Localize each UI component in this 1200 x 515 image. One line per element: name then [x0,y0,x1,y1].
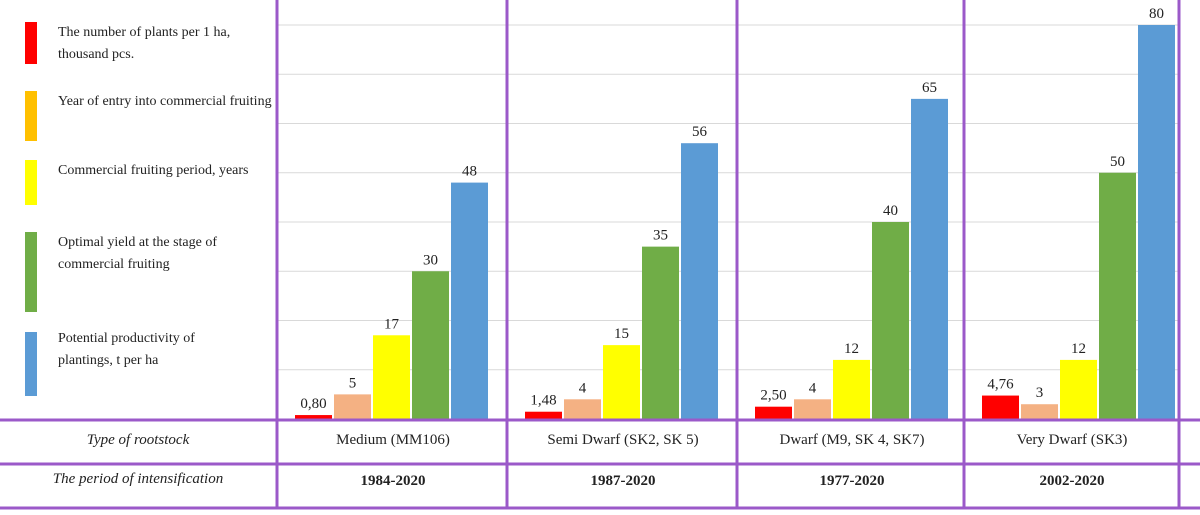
bar [412,271,449,419]
data-label: 56 [692,124,708,140]
rootstock-cell: Semi Dwarf (SK2, SK 5) [547,432,699,448]
row-label-rootstock: Type of rootstock [86,432,190,448]
data-label: 30 [423,252,438,268]
legend-swatch-entry-year [25,91,37,141]
data-label: 80 [1149,6,1164,22]
legend-label-productivity: Potential productivity of plantings, t p… [58,331,195,368]
bar [1099,172,1136,419]
legend-swatch-productivity [25,332,37,396]
legend-swatch-plants [25,22,37,64]
period-cell: 2002-2020 [1039,473,1105,489]
legend-swatch-fruiting-period [25,160,37,205]
data-label: 65 [922,80,937,96]
data-label: 4 [809,380,817,396]
bar [373,335,410,419]
rootstock-cell: Very Dwarf (SK3) [1016,432,1128,448]
period-cell: 1977-2020 [819,473,885,489]
data-label: 5 [349,375,357,391]
data-label: 0,80 [300,396,326,412]
legend-item-plants: The number of plants per 1 ha, thousand … [25,22,275,66]
legend-label-entry-year: Year of entry into commercial fruiting [58,94,272,109]
legend-label-plants: The number of plants per 1 ha, thousand … [58,25,231,62]
data-label: 35 [653,228,668,244]
bar [681,143,718,419]
legend-item-optimal-yield: Optimal yield at the stage of commercial… [25,232,275,312]
period-cell: 1984-2020 [360,473,426,489]
bar [451,182,488,419]
data-label: 12 [1071,341,1086,357]
bar [1060,359,1097,419]
legend-label-fruiting-period: Commercial fruiting period, years [58,163,249,178]
data-label: 48 [462,164,477,180]
rootstock-table: Type of rootstock The period of intensif… [0,420,1200,515]
legend: The number of plants per 1 ha, thousand … [0,0,275,420]
legend-item-entry-year: Year of entry into commercial fruiting [25,91,275,141]
bar [1021,404,1058,419]
rootstock-cell: Medium (MM106) [336,432,450,448]
rootstock-cell: Dwarf (M9, SK 4, SK7) [779,432,925,448]
period-cell: 1987-2020 [590,473,656,489]
bar [603,345,640,419]
bar [1138,25,1175,419]
data-label: 3 [1036,385,1044,401]
row-label-period: The period of intensification [52,471,224,487]
bar [982,395,1019,419]
data-label: 1,48 [530,393,556,409]
legend-item-fruiting-period: Commercial fruiting period, years [25,160,275,205]
data-label: 2,50 [760,388,786,404]
bar [794,399,831,419]
legend-swatch-optimal-yield [25,232,37,312]
data-label: 17 [384,316,400,332]
bar [642,246,679,419]
data-label: 4,76 [987,377,1014,393]
bar [295,415,332,419]
legend-label-optimal-yield: Optimal yield at the stage of commercial… [58,235,218,272]
bar [564,399,601,419]
data-label: 40 [883,203,898,219]
legend-item-productivity: Potential productivity of plantings, t p… [25,331,275,396]
bar [872,222,909,419]
data-label: 12 [844,341,859,357]
bar [833,359,870,419]
bar [525,411,562,419]
data-label: 15 [614,326,629,342]
data-label: 4 [579,380,587,396]
bar [334,394,371,419]
bar [755,406,792,419]
bar [911,98,948,419]
data-label: 50 [1110,154,1125,170]
